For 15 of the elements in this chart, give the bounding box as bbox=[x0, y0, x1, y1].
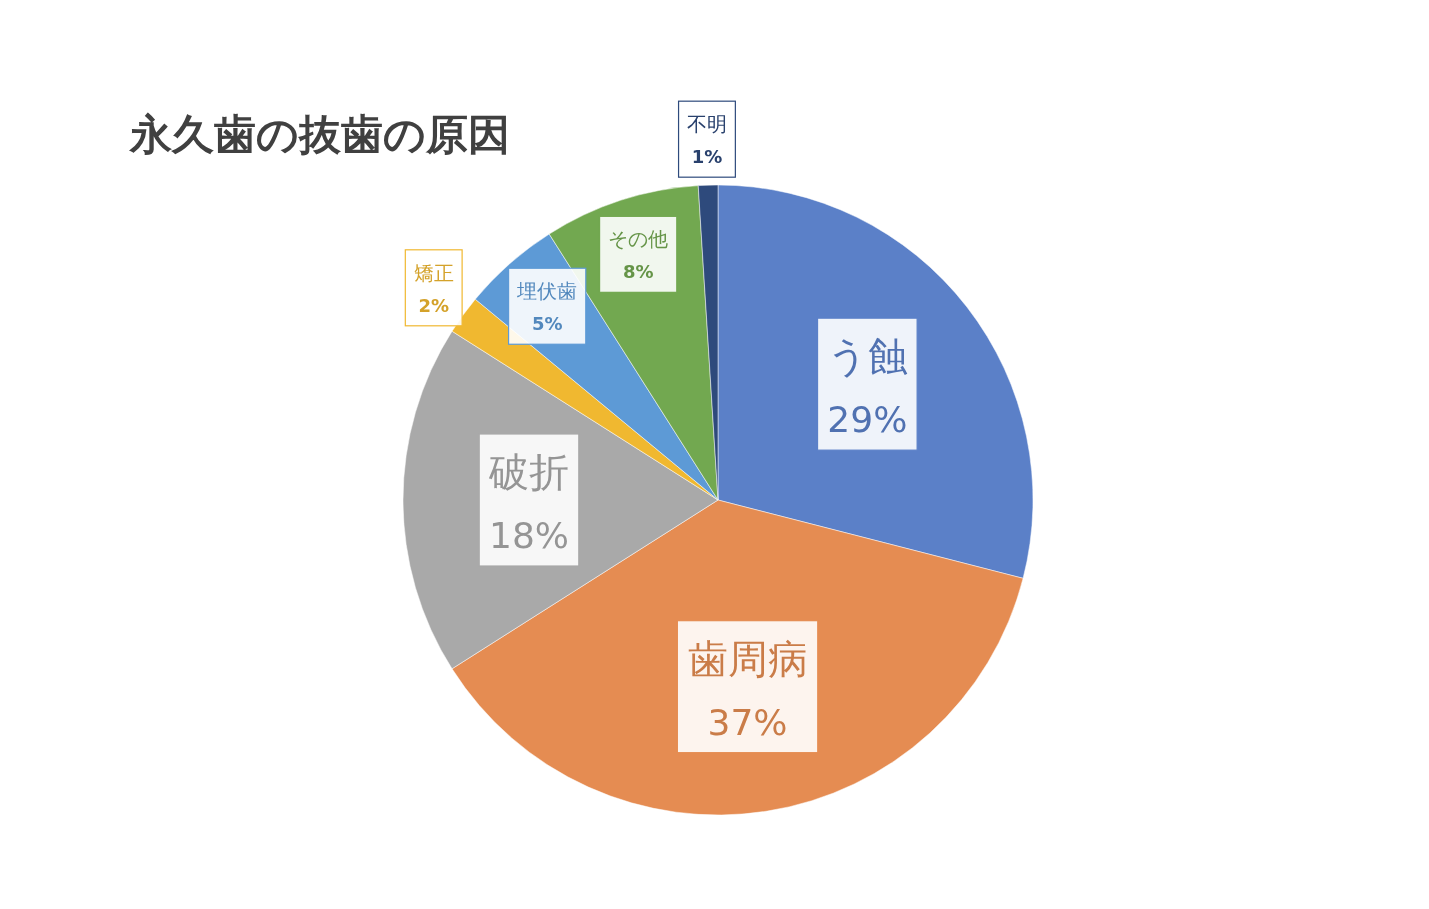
chart-title: 永久歯の抜歯の原因 bbox=[128, 110, 510, 159]
slice-label: その他 bbox=[608, 227, 669, 252]
data-label: 8% bbox=[622, 261, 654, 283]
slice-label: 歯周病 bbox=[687, 635, 808, 682]
slice-label: 埋伏歯 bbox=[516, 279, 578, 304]
slice-label: う蝕 bbox=[826, 333, 908, 380]
data-label: 29% bbox=[827, 399, 908, 441]
data-label: 18% bbox=[488, 515, 570, 556]
data-label: 37% bbox=[707, 701, 788, 743]
data-label: 5% bbox=[531, 313, 563, 335]
slice-label: 破折 bbox=[488, 449, 569, 495]
slice-label: 矯正 bbox=[413, 260, 454, 285]
data-label: 1% bbox=[691, 146, 723, 168]
slice-label: 不明 bbox=[686, 112, 727, 137]
data-label: 2% bbox=[418, 294, 449, 316]
